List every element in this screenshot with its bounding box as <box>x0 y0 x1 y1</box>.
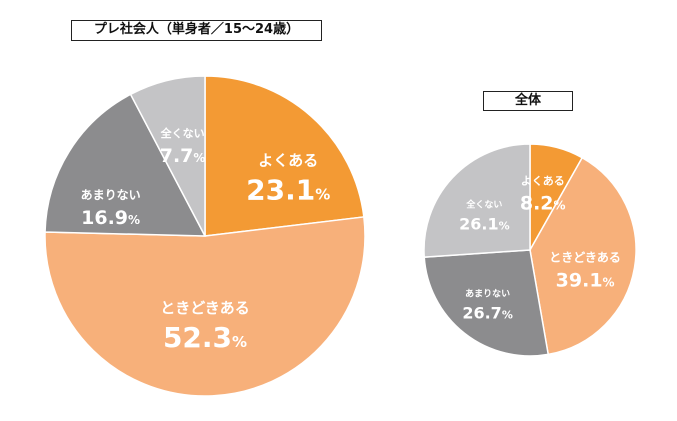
chart-1-slice-3-value: 16.9% <box>81 207 140 229</box>
chart-2-slice-1-label: よくある <box>521 174 565 187</box>
chart-2-slice-2-label: ときどきある <box>549 251 621 265</box>
chart-2-slice-2 <box>529 156 637 356</box>
chart-1-slice-4-label: 全くない <box>160 126 205 140</box>
chart-2-slice-1-value: 8.2% <box>520 192 566 214</box>
chart-2-slice-3-label: あまりない <box>465 289 510 300</box>
chart-2-slice-3-value: 26.7% <box>462 304 513 323</box>
chart-2-slice-2-value: 39.1% <box>556 270 615 292</box>
chart-1-slice-3 <box>44 93 207 237</box>
chart-1-slice-1-label: よくある <box>258 152 318 170</box>
chart-1-slice-2-value: 52.3% <box>163 321 247 354</box>
chart-2-slice-4-value: 26.1% <box>459 215 510 234</box>
chart-1-slice-4 <box>129 75 206 237</box>
chart-2-slice-3 <box>423 249 550 357</box>
chart-1-slice-2-label: ときどきある <box>160 299 250 317</box>
chart-2-slice-4-label: 全くない <box>465 199 502 211</box>
chart-1-slice-2 <box>44 216 366 397</box>
chart-2-slice-4 <box>423 143 531 258</box>
chart-1-slice-3-label: あまりない <box>81 188 141 202</box>
chart-1-slice-1-value: 23.1% <box>246 174 330 207</box>
chart-1-slice-1 <box>204 75 365 237</box>
chart-2-title: 全体 <box>483 91 573 111</box>
chart-1-title: プレ社会人（単身者／15～24歳） <box>71 20 322 41</box>
chart-1-slice-4-value: 7.7% <box>160 145 206 167</box>
